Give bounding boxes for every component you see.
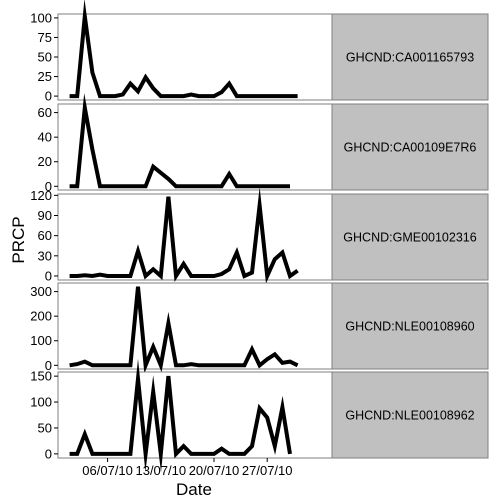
data-series-line bbox=[69, 93, 290, 189]
strip-label: GHCND:CA00109E7R6 bbox=[344, 141, 477, 155]
y-tick-label: 75 bbox=[38, 30, 52, 45]
facet-panel: GHCND:NLE00108960 0 100 200 300 bbox=[30, 282, 489, 374]
panel-frame bbox=[57, 103, 333, 191]
strip-background bbox=[331, 103, 489, 191]
x-axis: 06/07/10 13/07/10 20/07/10 27/07/10 bbox=[82, 458, 293, 478]
strip-label: GHCND:NLE00108960 bbox=[345, 320, 474, 334]
y-tick-label: 0 bbox=[45, 446, 52, 461]
data-series-line bbox=[69, 0, 298, 99]
x-tick-label: 27/07/10 bbox=[242, 463, 293, 478]
y-tick-label: 0 bbox=[45, 179, 52, 194]
y-tick-label: 120 bbox=[30, 188, 52, 203]
y-tick-label: 0 bbox=[45, 358, 52, 373]
strip-label: GHCND:NLE00108962 bbox=[345, 409, 474, 423]
y-tick-label: 50 bbox=[38, 50, 52, 65]
y-tick-label: 25 bbox=[38, 69, 52, 84]
y-axis-title: PRCP bbox=[9, 216, 28, 263]
strip-background bbox=[331, 13, 489, 101]
y-tick-label: 30 bbox=[38, 248, 52, 263]
y-tick-label: 200 bbox=[30, 309, 52, 324]
data-series-line bbox=[69, 358, 292, 473]
x-tick-label: 20/07/10 bbox=[189, 463, 240, 478]
y-tick-label: 90 bbox=[38, 208, 52, 223]
panel-frame bbox=[57, 282, 333, 370]
y-tick-label: 0 bbox=[45, 89, 52, 104]
panel-frame bbox=[57, 371, 333, 459]
facet-panel: GHCND:NLE00108962 0 50 100 150 bbox=[30, 358, 489, 473]
data-series-line bbox=[69, 187, 299, 284]
y-tick-label: 60 bbox=[38, 228, 52, 243]
y-tick-label: 300 bbox=[30, 284, 52, 299]
y-tick-label: 0 bbox=[45, 268, 52, 283]
strip-label: GHCND:CA001165793 bbox=[346, 51, 474, 65]
x-tick-label: 13/07/10 bbox=[135, 463, 186, 478]
panel-frame bbox=[57, 193, 333, 281]
data-series-line bbox=[69, 286, 299, 374]
strip-background bbox=[331, 282, 489, 370]
y-tick-label: 150 bbox=[30, 369, 52, 384]
x-axis-title: Date bbox=[176, 480, 212, 499]
facet-panel: GHCND:GME00102316 0 30 60 90 120 bbox=[30, 187, 489, 284]
strip-background bbox=[331, 371, 489, 459]
y-tick-label: 100 bbox=[30, 10, 52, 25]
facet-panel: GHCND:CA001165793 0 25 50 75 100 bbox=[30, 0, 489, 104]
panel-frame bbox=[57, 13, 333, 101]
y-tick-label: 20 bbox=[38, 154, 52, 169]
chart-panels: GHCND:CA001165793 0 25 50 75 100 GHCND:CA00109… bbox=[30, 0, 489, 473]
y-tick-label: 60 bbox=[38, 105, 52, 120]
strip-label: GHCND:GME00102316 bbox=[343, 231, 476, 245]
y-tick-label: 100 bbox=[30, 333, 52, 348]
y-tick-label: 100 bbox=[30, 395, 52, 410]
y-tick-label: 40 bbox=[38, 130, 52, 145]
x-tick-label: 06/07/10 bbox=[82, 463, 133, 478]
facet-panel: GHCND:CA00109E7R6 0 20 40 60 bbox=[38, 93, 489, 194]
strip-background bbox=[331, 193, 489, 281]
y-tick-label: 50 bbox=[38, 420, 52, 435]
